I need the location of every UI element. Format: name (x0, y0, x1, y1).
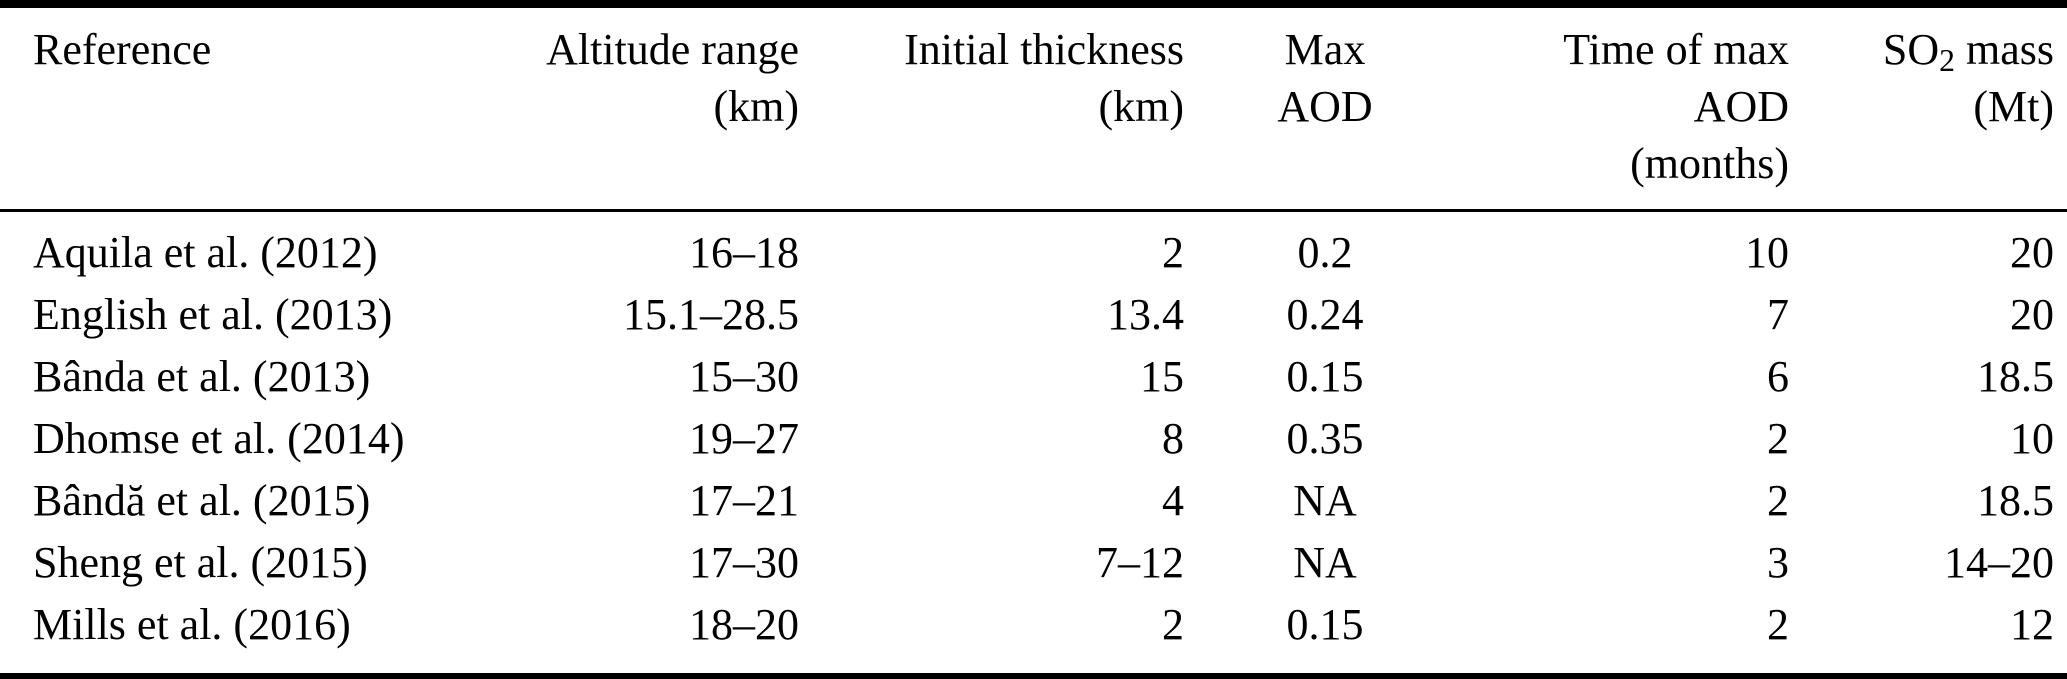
table-row: Aquila et al. (2012) 16–18 2 0.2 10 20 (0, 211, 2067, 285)
col-header-altitude-range: Altitude range (km) (470, 4, 800, 211)
so2-prefix: SO (1882, 25, 1940, 74)
cell-max-aod: NA (1293, 476, 1357, 525)
cell-so2-mass: 20 (2010, 290, 2054, 339)
table-row: Bândă et al. (2015) 17–21 4 NA 2 18.5 (0, 470, 2067, 532)
header-line1: Initial thickness (904, 25, 1184, 74)
cell-initial-thickness: 7–12 (1096, 538, 1184, 587)
table-header: Reference Altitude range (km) Initial th… (0, 4, 2067, 211)
cell-altitude-range: 19–27 (689, 414, 799, 463)
table-row: Sheng et al. (2015) 17–30 7–12 NA 3 14–2… (0, 532, 2067, 594)
cell-max-aod: 0.15 (1286, 352, 1364, 401)
table-row: Bânda et al. (2013) 15–30 15 0.15 6 18.5 (0, 346, 2067, 408)
header-unit: (km) (1098, 82, 1184, 131)
cell-altitude-range: 17–30 (689, 538, 799, 587)
col-header-max-aod: Max AOD (1185, 4, 1465, 211)
header-row: Reference Altitude range (km) Initial th… (0, 4, 2067, 211)
cell-initial-thickness: 13.4 (1107, 290, 1184, 339)
cell-initial-thickness: 15 (1140, 352, 1184, 401)
cell-max-aod: 0.15 (1286, 600, 1364, 649)
cell-reference: Aquila et al. (2012) (33, 228, 378, 277)
cell-so2-mass: 12 (2010, 600, 2054, 649)
header-unit: (months) (1630, 139, 1789, 188)
so2-suffix: mass (1955, 25, 2054, 74)
cell-so2-mass: 14–20 (1944, 538, 2054, 587)
cell-max-aod: 0.35 (1286, 414, 1364, 463)
cell-so2-mass: 18.5 (1977, 476, 2054, 525)
cell-time-of-max-aod: 2 (1767, 600, 1789, 649)
cell-reference: Dhomse et al. (2014) (33, 414, 405, 463)
col-header-initial-thickness: Initial thickness (km) (800, 4, 1185, 211)
cell-reference: Sheng et al. (2015) (33, 538, 368, 587)
cell-initial-thickness: 4 (1162, 476, 1184, 525)
cell-time-of-max-aod: 10 (1745, 228, 1789, 277)
header-unit: (Mt) (1973, 82, 2054, 131)
cell-max-aod: NA (1293, 538, 1357, 587)
cell-so2-mass: 10 (2010, 414, 2054, 463)
cell-max-aod: 0.2 (1297, 228, 1353, 277)
header-line2: AOD (1277, 82, 1373, 131)
cell-time-of-max-aod: 3 (1767, 538, 1789, 587)
header-unit: (km) (713, 82, 799, 131)
cell-max-aod: 0.24 (1286, 290, 1364, 339)
header-line1: Time of max AOD (1563, 25, 1789, 131)
cell-altitude-range: 17–21 (689, 476, 799, 525)
cell-so2-mass: 18.5 (1977, 352, 2054, 401)
cell-initial-thickness: 2 (1162, 600, 1184, 649)
cell-time-of-max-aod: 2 (1767, 476, 1789, 525)
col-header-time-of-max-aod: Time of max AOD (months) (1465, 4, 1790, 211)
cell-initial-thickness: 8 (1162, 414, 1184, 463)
so2-subscript: 2 (1939, 42, 1955, 78)
cell-reference: English et al. (2013) (33, 290, 393, 339)
table-body: Aquila et al. (2012) 16–18 2 0.2 10 20 E… (0, 211, 2067, 677)
cell-reference: Bânda et al. (2013) (33, 352, 371, 401)
cell-time-of-max-aod: 2 (1767, 414, 1789, 463)
col-header-reference: Reference (0, 4, 470, 211)
cell-so2-mass: 20 (2010, 228, 2054, 277)
cell-altitude-range: 15–30 (689, 352, 799, 401)
cell-altitude-range: 16–18 (689, 228, 799, 277)
cell-time-of-max-aod: 7 (1767, 290, 1789, 339)
cell-reference: Mills et al. (2016) (33, 600, 351, 649)
table-row: Mills et al. (2016) 18–20 2 0.15 2 12 (0, 594, 2067, 676)
table-row: English et al. (2013) 15.1–28.5 13.4 0.2… (0, 284, 2067, 346)
header-line1: Reference (33, 25, 212, 74)
col-header-so2-mass: SO2 mass (Mt) (1790, 4, 2067, 211)
cell-time-of-max-aod: 6 (1767, 352, 1789, 401)
cell-initial-thickness: 2 (1162, 228, 1184, 277)
header-line1: Altitude range (546, 25, 799, 74)
cell-altitude-range: 18–20 (689, 600, 799, 649)
header-line1: Max (1284, 25, 1366, 74)
header-line1: SO2 mass (1791, 21, 2054, 78)
table-row: Dhomse et al. (2014) 19–27 8 0.35 2 10 (0, 408, 2067, 470)
cell-altitude-range: 15.1–28.5 (623, 290, 799, 339)
cell-reference: Bândă et al. (2015) (33, 476, 371, 525)
